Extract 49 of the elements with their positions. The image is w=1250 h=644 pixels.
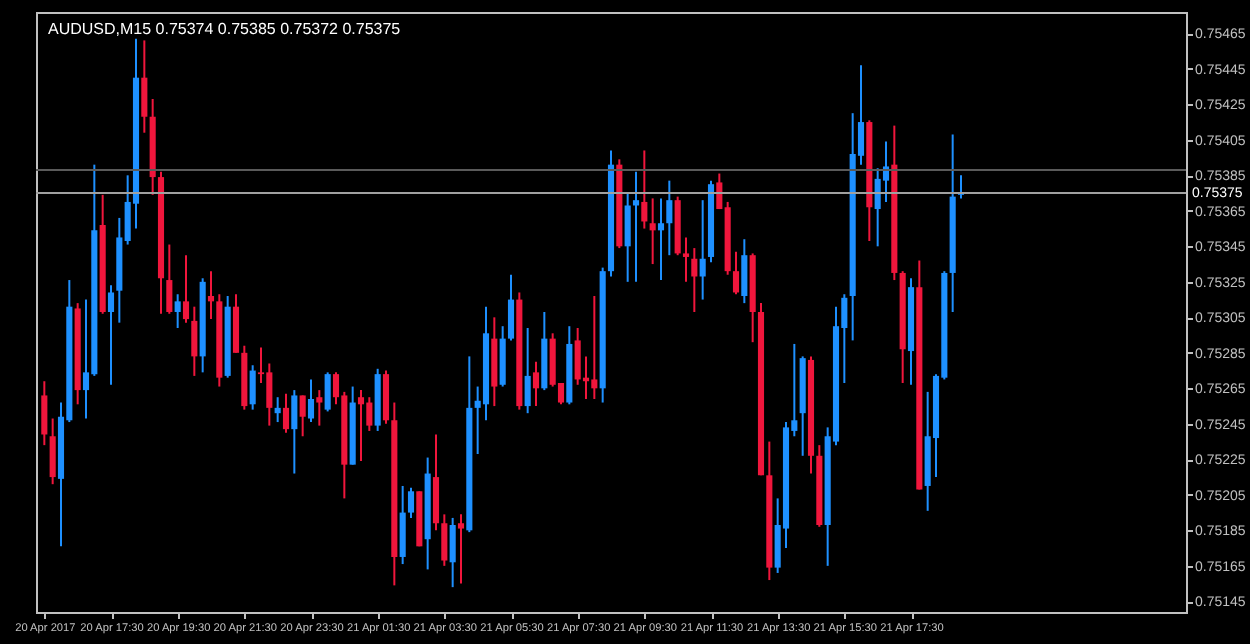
- candlestick: [666, 179, 673, 257]
- candlestick: [232, 293, 240, 354]
- candlestick: [507, 273, 515, 342]
- candlestick: [399, 484, 406, 566]
- candlestick: [166, 243, 173, 315]
- candlestick: [682, 236, 690, 283]
- candlestick: [299, 394, 306, 438]
- candlestick: [382, 369, 390, 425]
- candlestick: [441, 513, 448, 567]
- candlestick: [574, 326, 581, 386]
- candlestick: [499, 325, 506, 388]
- candlestick: [274, 396, 281, 424]
- candlestick: [366, 396, 373, 432]
- candlestick: [324, 371, 331, 413]
- candlestick: [874, 167, 881, 248]
- candlestick: [432, 433, 440, 532]
- candlestick: [741, 238, 748, 305]
- candlestick: [457, 513, 465, 585]
- candlestick: [357, 389, 365, 463]
- candlestick: [882, 140, 890, 203]
- candlestick: [532, 360, 540, 408]
- candlestick: [624, 192, 631, 283]
- candlestick: [249, 364, 256, 411]
- candlestick: [282, 392, 290, 434]
- candlestick: [649, 197, 656, 266]
- text: AUDUSD,M15 0.75374 0.75385 0.75372 0.75375: [48, 20, 402, 38]
- candlestick: [49, 417, 56, 486]
- candlestick: [266, 362, 273, 427]
- candlestick: [491, 316, 498, 408]
- candlestick: [307, 378, 315, 424]
- candlestick: [316, 389, 323, 427]
- candlestick: [207, 270, 215, 321]
- candlestick: [657, 197, 665, 282]
- candlestick: [174, 293, 181, 329]
- candlestick: [732, 250, 740, 296]
- candlestick: [641, 149, 648, 230]
- candlestick: [182, 254, 190, 324]
- candlestick: [524, 326, 531, 415]
- candlestick: [107, 284, 115, 386]
- candlestick: [691, 247, 698, 313]
- candlestick: [141, 39, 148, 134]
- candlestick: [41, 380, 48, 447]
- candlestick: [449, 516, 456, 589]
- candlestick: [591, 295, 598, 400]
- candlestick: [407, 486, 415, 519]
- candlestick: [699, 199, 706, 301]
- candlestick: [632, 170, 640, 283]
- candlestick: [291, 389, 298, 475]
- candlestick: [191, 305, 198, 377]
